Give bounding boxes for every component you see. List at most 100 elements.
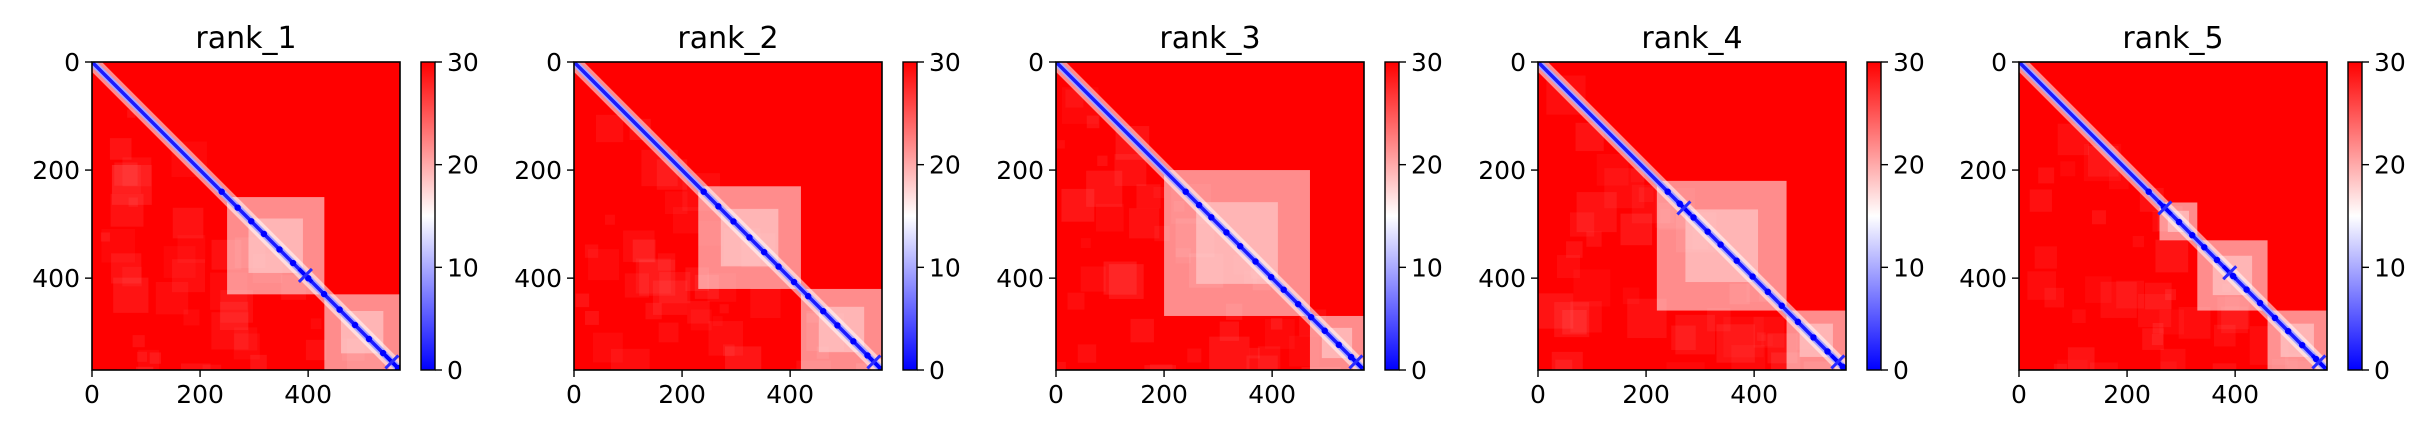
heatmap-texture: [1753, 316, 1785, 348]
y-tick-label: 0: [1991, 48, 2007, 77]
heatmap-texture: [155, 282, 189, 315]
heatmap-texture: [1576, 192, 1617, 233]
heatmap-texture: [1551, 351, 1583, 370]
heatmap-panel-2: rank_2 0 200 400 0 200 400 0 10 20 30: [514, 21, 961, 409]
heatmap-texture: [2057, 359, 2088, 370]
heatmap-cells: [1538, 62, 1846, 370]
diagonal-contact: [1810, 334, 1817, 341]
heatmap-texture: [635, 258, 671, 294]
panel-title: rank_2: [677, 21, 778, 56]
heatmap-texture: [595, 114, 624, 143]
heatmap-texture: [1757, 332, 1766, 341]
heatmap-texture: [1114, 154, 1147, 186]
y-tick-label: 0: [64, 48, 80, 77]
heatmap-texture: [2060, 161, 2076, 177]
heatmap-texture: [2072, 309, 2086, 323]
heatmap-texture: [110, 193, 144, 227]
x-tick-label: 400: [1248, 380, 1296, 409]
heatmap-texture: [1723, 316, 1764, 358]
heatmap-texture: [1150, 364, 1173, 370]
diagonal-contact: [289, 259, 297, 267]
heatmap-texture: [1246, 355, 1278, 370]
heatmap-texture: [645, 302, 662, 320]
colorbar-tick-label: 0: [1893, 356, 1909, 385]
diagonal-line: [92, 62, 400, 370]
colorbar-tick-label: 0: [2374, 356, 2390, 385]
diagonal-contact: [1321, 327, 1328, 334]
y-tick-label: 200: [1478, 156, 1526, 185]
diagonal-contact: [730, 218, 737, 225]
diagonal-contact: [834, 322, 841, 329]
hotspot-cross: [2222, 265, 2238, 281]
colorbar: [1385, 62, 1399, 370]
heatmap-texture: [1097, 155, 1108, 166]
colorbar-tick-label: 10: [1411, 253, 1443, 282]
heatmap-texture: [610, 348, 650, 370]
heatmap-texture: [1716, 324, 1755, 363]
heatmap-texture: [2029, 189, 2052, 212]
diagonal-contact: [1717, 241, 1724, 248]
heatmap-texture: [220, 290, 253, 323]
heatmap-texture: [2151, 333, 2163, 346]
diagonal-contact: [805, 293, 812, 300]
heatmap-texture: [100, 232, 110, 242]
heatmap-texture: [202, 364, 222, 370]
heatmap-texture: [111, 164, 152, 205]
heatmap-texture: [1144, 365, 1176, 370]
heatmap-texture: [1086, 170, 1123, 207]
heatmap-texture: [1130, 318, 1154, 343]
x-tick-label: 400: [2211, 380, 2259, 409]
diagonal-contact: [379, 349, 387, 357]
heatmap-texture: [111, 253, 142, 284]
heatmap-texture: [659, 272, 691, 304]
colorbar: [2348, 62, 2362, 370]
heatmap-cells: [574, 62, 882, 370]
heatmap-texture: [2138, 294, 2172, 328]
heatmap-texture: [1566, 241, 1583, 258]
y-tick-label: 400: [514, 264, 562, 293]
heatmap-texture: [1153, 186, 1165, 199]
diagonal-contact: [1335, 341, 1343, 349]
heatmap-texture: [658, 322, 679, 343]
heatmap-texture: [2212, 363, 2237, 370]
heatmap-texture: [2221, 306, 2248, 334]
hotspot-cross: [866, 354, 882, 370]
diagonal-contact: [760, 248, 768, 256]
heatmap-texture: [639, 259, 676, 296]
heatmap-texture: [122, 266, 142, 287]
y-tick-label: 200: [32, 156, 80, 185]
axes-frame: [91, 61, 401, 371]
panel-title: rank_5: [2122, 21, 2223, 56]
heatmap-texture: [2145, 282, 2172, 310]
heatmap-texture: [149, 352, 162, 364]
diagonal-line: [574, 62, 882, 370]
diagonal-contact: [1267, 273, 1275, 281]
diagonal-contact: [2201, 244, 2208, 251]
diagonal-contact: [775, 263, 782, 270]
heatmap-texture: [624, 273, 650, 298]
heatmap-texture: [592, 332, 623, 363]
diagonal-contact: [260, 230, 268, 238]
diagonal-contact: [790, 278, 798, 286]
y-tick-label: 0: [1028, 48, 1044, 77]
heatmap-texture: [234, 327, 258, 351]
diagonal-contact: [850, 338, 857, 345]
y-tick-label: 400: [32, 264, 80, 293]
diagonal-contact: [820, 308, 827, 315]
colorbar: [1867, 62, 1881, 370]
heatmap-texture: [1077, 344, 1097, 363]
diagonal-contact: [1664, 188, 1671, 195]
hotspot-cross: [384, 354, 400, 370]
diagonal-contact: [1778, 302, 1785, 309]
heatmap-cells: [92, 62, 400, 370]
heatmap-texture: [2160, 348, 2186, 370]
heatmap-texture: [138, 349, 160, 370]
colorbar-frame: [1866, 61, 1882, 371]
heatmap-texture: [1538, 293, 1574, 329]
diagonal-contact: [1824, 348, 1831, 355]
heatmap-texture: [181, 363, 211, 370]
colorbar-tick-label: 30: [929, 48, 961, 77]
diagonal-contact: [1690, 214, 1697, 221]
heatmap-texture: [2178, 306, 2211, 339]
heatmap-texture: [1569, 212, 1595, 237]
